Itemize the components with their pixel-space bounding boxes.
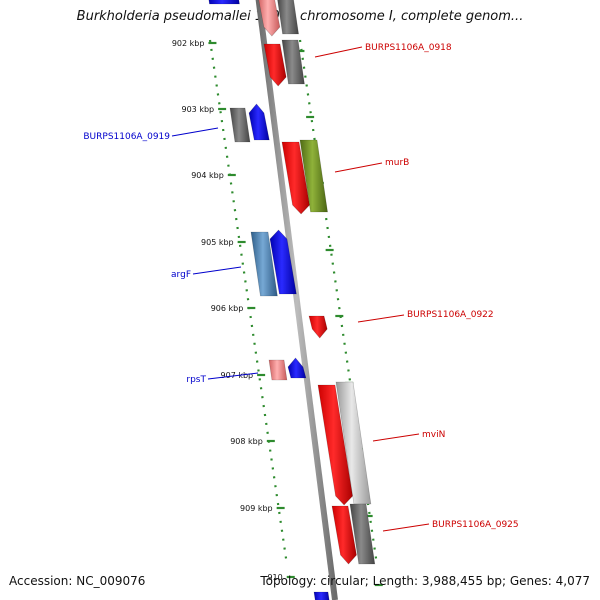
kbp-tick-label: 904 kbp — [191, 171, 224, 180]
kbp-tick-label: 905 kbp — [201, 238, 234, 247]
gene-leader-line — [314, 46, 363, 58]
gene-arrow-mvin — [317, 384, 353, 506]
gene-label-text: rpsT — [186, 375, 206, 385]
gene-block-pink-rpst — [268, 359, 288, 381]
gene-label-text: BURPS1106A_0922 — [407, 310, 494, 320]
gene-block-grey-0918 — [281, 39, 305, 85]
gene-block-grey-top — [277, 0, 299, 35]
gene-arrow-burps0919 — [248, 103, 270, 141]
gene-block-steel-argf — [250, 231, 278, 297]
gene-leader-line — [192, 266, 242, 275]
map-title: Burkholderia pseudomallei 1106a chromoso… — [76, 9, 524, 24]
gene-label-text: argF — [171, 270, 191, 280]
gene-label-text: murB — [385, 158, 409, 168]
gene-block-blue-bottom — [313, 591, 330, 600]
left-ruler-rail — [208, 39, 289, 566]
gene-block-grey-0925 — [349, 503, 376, 565]
gene-arrow-argf — [269, 229, 297, 295]
gene-leader-line — [334, 162, 383, 173]
accession-text: Accession: NC_009076 — [9, 574, 146, 588]
gene-block-olive-murb — [299, 139, 328, 213]
gene-labels: BURPS1106A_0918 BURPS1106A_0919 murB argF BU… — [83, 43, 519, 532]
gene-label-text: mviN — [422, 430, 445, 440]
gene-arrow-rpst — [287, 357, 307, 379]
gene-label-text: BURPS1106A_0919 — [83, 132, 170, 142]
genome-stats-text: Topology: circular; Length: 3,988,455 bp… — [260, 574, 590, 588]
kbp-tick-label: 908 kbp — [230, 437, 263, 446]
gene-features — [208, 0, 376, 600]
gene-label-text: BURPS1106A_0925 — [432, 520, 519, 530]
gene-arrow-burps0925 — [331, 505, 357, 565]
kbp-tick-label: 903 kbp — [182, 105, 215, 114]
gene-leader-line — [171, 127, 219, 137]
gene-leader-line — [382, 523, 430, 532]
kbp-tick-label: 906 kbp — [211, 304, 244, 313]
kbp-tick-label: 909 kbp — [240, 504, 273, 513]
gene-block-grey-0919 — [229, 107, 251, 143]
gene-label-text: BURPS1106A_0918 — [365, 43, 452, 53]
gene-leader-line — [207, 372, 259, 380]
gene-arrow-forward-top — [258, 0, 281, 37]
kbp-tick-label: 910 — [267, 573, 282, 582]
gene-arrow-burps0918 — [263, 43, 287, 87]
chromosome-backbone — [255, 0, 338, 600]
gene-leader-line — [357, 314, 405, 323]
gene-block-lightgrey-mvin — [335, 381, 372, 505]
gene-arrow-murb — [281, 141, 310, 215]
gene-arrow-burps0922 — [308, 315, 328, 339]
gene-arrow-reverse-top — [208, 0, 240, 5]
gene-leader-line — [372, 433, 420, 442]
kbp-tick-label: 902 kbp — [172, 39, 205, 48]
